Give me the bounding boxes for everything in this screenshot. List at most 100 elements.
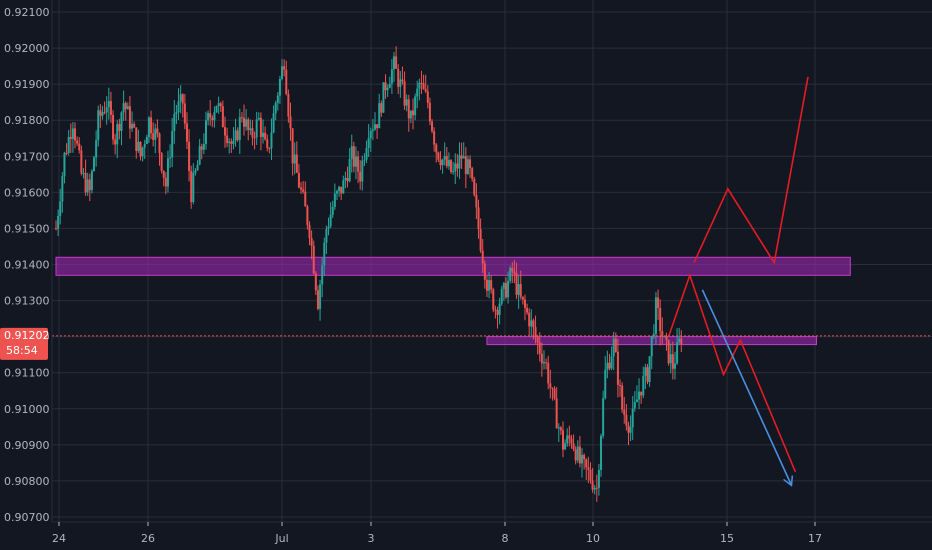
candle-body — [650, 336, 653, 357]
candle-body — [564, 443, 567, 450]
candle-body — [329, 214, 332, 227]
candle-body — [93, 157, 96, 172]
candle-body — [654, 297, 657, 334]
candle-body — [207, 113, 210, 121]
candle-body — [65, 152, 68, 154]
candle-body — [568, 435, 571, 439]
candle-body — [477, 207, 480, 230]
candle-body — [103, 112, 106, 114]
candle-body — [215, 105, 218, 113]
candle-body — [272, 113, 275, 133]
candle-body — [454, 163, 457, 172]
candle-body — [534, 327, 537, 338]
candle-body — [371, 129, 374, 132]
candle-body — [264, 132, 267, 140]
candle-body — [297, 172, 300, 188]
candle-body — [464, 156, 467, 175]
candle-body — [644, 367, 647, 376]
candle-body — [545, 362, 548, 364]
candle-body — [190, 171, 193, 203]
candle-body — [245, 119, 248, 127]
candle-body — [462, 156, 465, 159]
candle-body — [143, 144, 146, 148]
x-tick-label: 24 — [52, 532, 66, 545]
candle-body — [344, 177, 347, 181]
x-tick-label: Jul — [274, 532, 288, 545]
candle-body — [485, 279, 488, 291]
candle-body — [635, 399, 638, 403]
candle-body — [652, 333, 655, 337]
candle-body — [526, 307, 529, 313]
candle-body — [57, 215, 60, 229]
candle-body — [418, 82, 421, 89]
price-badge: 0.91202 58:54 — [0, 327, 50, 360]
candle-body — [107, 101, 110, 108]
candle-body — [466, 159, 469, 175]
candle-body — [105, 107, 108, 113]
candle-body — [162, 170, 165, 178]
candle-body — [232, 140, 235, 144]
candle-body — [310, 238, 313, 246]
candlesticks — [55, 46, 683, 502]
candle-body — [646, 367, 649, 382]
candle-body — [388, 83, 391, 88]
candle-body — [213, 112, 216, 121]
candle-body — [259, 117, 262, 137]
candle-body — [574, 449, 577, 461]
y-tick-label: 0.91400 — [4, 259, 50, 272]
candle-body — [678, 338, 681, 342]
candle-body — [458, 155, 461, 169]
candle-body — [445, 156, 448, 167]
candle-body — [507, 280, 510, 298]
candle-body — [120, 112, 123, 131]
candle-body — [483, 263, 486, 280]
candle-body — [597, 469, 600, 488]
candle-body — [488, 280, 491, 291]
candle-body — [581, 455, 584, 464]
candle-body — [559, 427, 562, 431]
candle-body — [642, 375, 645, 396]
candle-body — [99, 110, 102, 116]
candle-body — [323, 242, 326, 266]
candle-body — [304, 191, 307, 207]
candle-body — [447, 160, 450, 167]
candle-body — [95, 140, 98, 158]
candle-body — [331, 206, 334, 215]
candle-body — [395, 56, 398, 69]
candle-body — [150, 117, 153, 134]
y-tick-label: 0.90700 — [4, 511, 50, 524]
candle-body — [667, 339, 670, 364]
time-axis[interactable]: 24 26 Jul 3 8 10 15 17 — [52, 521, 932, 545]
candle-body — [469, 159, 472, 169]
candle-body — [200, 146, 203, 150]
candle-body — [158, 133, 161, 154]
price-badge-countdown: 58:54 — [6, 344, 38, 357]
candle-body — [357, 156, 360, 172]
candle-body — [365, 148, 368, 160]
candle-body — [80, 150, 83, 174]
candle-body — [435, 144, 438, 153]
y-tick-label: 0.92100 — [4, 6, 50, 19]
candle-body — [321, 265, 324, 285]
candle-body — [188, 141, 191, 172]
resistance-zone — [55, 256, 851, 276]
candle-body — [583, 455, 586, 460]
candle-body — [126, 106, 129, 110]
candle-body — [407, 99, 410, 119]
candle-body — [373, 124, 376, 130]
candle-body — [498, 303, 501, 315]
candle-body — [612, 338, 615, 357]
candle-body — [281, 66, 284, 80]
candle-body — [557, 427, 560, 429]
candle-body — [625, 414, 628, 426]
price-axis[interactable]: 0.92100 0.92000 0.91900 0.91800 0.91700 0.916… — [4, 0, 53, 524]
y-tick-label: 0.91800 — [4, 114, 50, 127]
candle-body — [659, 307, 662, 332]
candle-body — [61, 176, 64, 202]
candle-body — [209, 113, 212, 118]
y-tick-label: 0.91500 — [4, 222, 50, 235]
candle-body — [266, 139, 269, 148]
candle-body — [156, 128, 159, 134]
